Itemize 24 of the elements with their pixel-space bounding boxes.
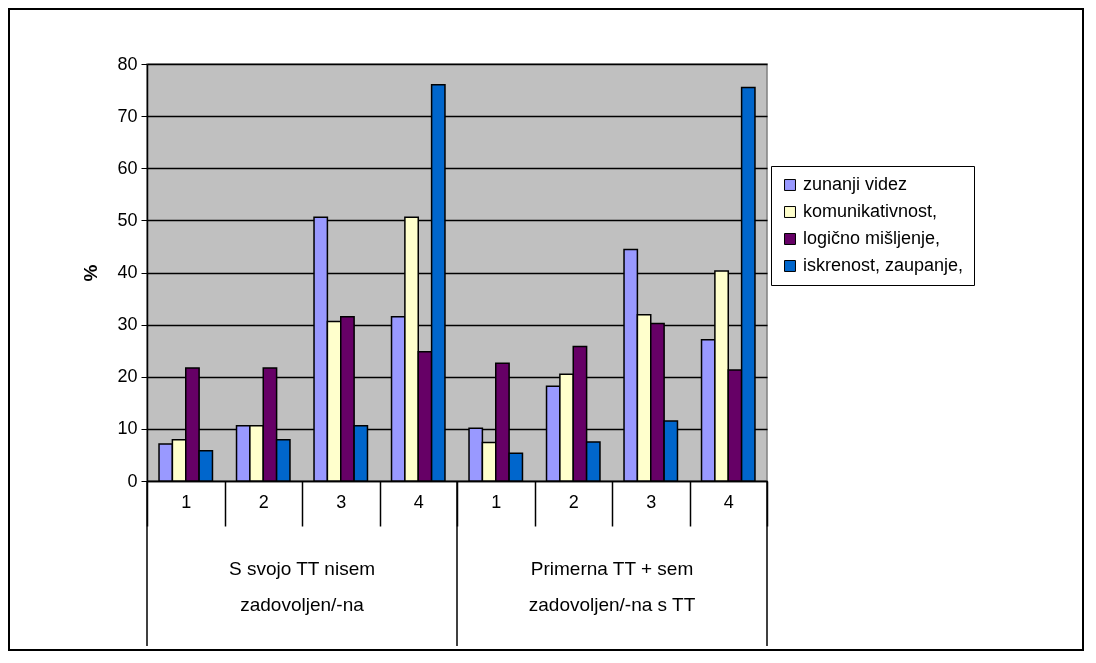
y-axis-title: % (80, 264, 102, 282)
x-tick-label: 1 (491, 491, 502, 512)
y-tick-label: 30 (117, 314, 138, 335)
y-tick-label: 80 (117, 53, 138, 74)
x-tick-label: 1 (181, 491, 192, 512)
x-tick-label: 3 (336, 491, 347, 512)
text: Primerna TT + sem zadovoljen/-na s TT (528, 558, 696, 615)
y-tick-label: 10 (117, 418, 138, 439)
text: S svojo TT nisem zadovoljen/-na (228, 558, 376, 615)
legend-label: komunikativnost, (803, 201, 938, 221)
y-tick-label: 60 (117, 157, 138, 178)
y-tick-label: 40 (117, 262, 138, 282)
x-tick-label: 2 (568, 491, 579, 512)
x-tick-label: 4 (413, 491, 424, 512)
y-tick-label: 70 (117, 105, 138, 126)
x-tick-label: 3 (646, 491, 657, 512)
x-tick-label: 2 (258, 491, 269, 512)
legend-label: logično mišljenje, (803, 228, 941, 248)
legend-label: zunanji videz (803, 174, 908, 194)
legend-label: iskrenost, zaupanje, (803, 255, 964, 275)
y-tick-label: 20 (117, 366, 138, 387)
y-tick-label: 0 (127, 470, 138, 491)
x-tick-label: 4 (723, 491, 734, 512)
y-tick-label: 50 (117, 209, 138, 230)
